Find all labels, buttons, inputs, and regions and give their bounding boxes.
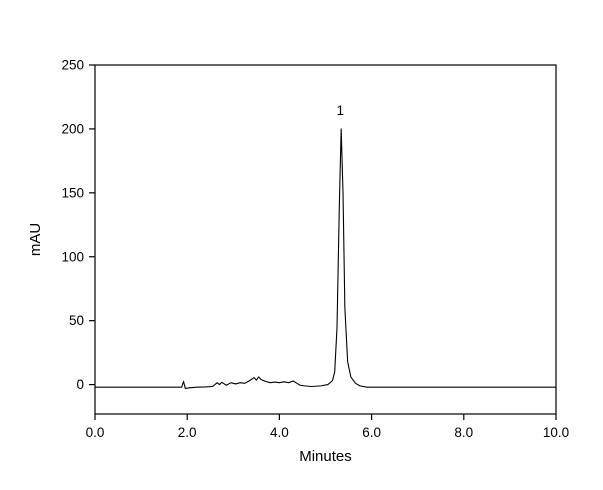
y-tick-label: 0 — [76, 377, 84, 392]
y-tick-label: 150 — [61, 185, 84, 200]
signal-trace — [94, 128, 557, 389]
y-axis-title: mAU — [27, 223, 44, 256]
y-tick-label: 250 — [61, 58, 84, 73]
y-axis-ticks: 0 50 100 150 200 250 — [61, 58, 95, 392]
x-tick-label: 8.0 — [454, 425, 473, 440]
y-tick-label: 50 — [69, 313, 84, 328]
plot-frame — [94, 64, 557, 415]
x-tick-label: 6.0 — [362, 425, 381, 440]
x-axis-ticks: 0.0 2.0 4.0 6.0 8.0 10.0 — [86, 414, 569, 440]
x-tick-label: 2.0 — [178, 425, 197, 440]
peak-label: 1 — [336, 103, 344, 118]
x-tick-label: 4.0 — [270, 425, 289, 440]
x-tick-label: 10.0 — [543, 425, 569, 440]
y-tick-label: 200 — [61, 121, 84, 136]
y-tick-label: 100 — [61, 249, 84, 264]
x-axis-title: Minutes — [299, 448, 352, 465]
x-tick-label: 0.0 — [86, 425, 105, 440]
